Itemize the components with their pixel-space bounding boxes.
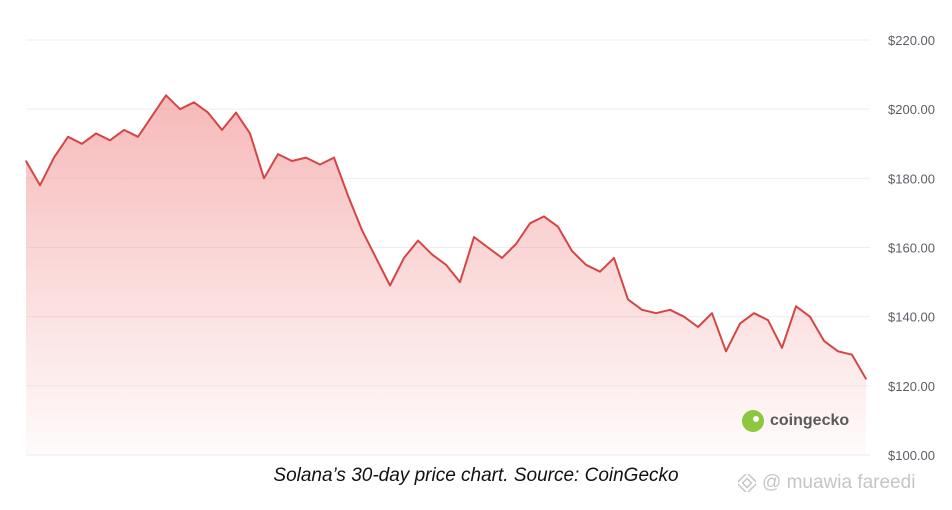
- data-point: [375, 257, 377, 259]
- data-point: [795, 305, 797, 308]
- data-point: [823, 340, 825, 342]
- data-point: [865, 378, 867, 380]
- data-point: [25, 160, 27, 162]
- data-point: [389, 284, 391, 287]
- data-point: [599, 270, 601, 273]
- data-point: [165, 94, 167, 97]
- data-point: [585, 264, 587, 266]
- y-axis: $220.00 $200.00 $180.00 $160.00 $140.00 $120.…: [888, 33, 935, 462]
- data-point: [305, 156, 307, 159]
- data-point: [571, 250, 573, 252]
- chart-caption: Solana’s 30-day price chart. Source: Coi…: [273, 465, 679, 486]
- data-point: [501, 257, 503, 259]
- data-point: [445, 264, 447, 266]
- data-point: [543, 215, 545, 218]
- y-tick-label: $220.00: [888, 33, 935, 48]
- brand-name: coingecko: [770, 412, 850, 429]
- data-point: [67, 136, 69, 138]
- data-point: [431, 253, 433, 256]
- data-point: [697, 326, 699, 328]
- data-point: [711, 312, 713, 315]
- data-point: [319, 163, 321, 166]
- data-point: [53, 156, 55, 159]
- data-point: [641, 309, 643, 311]
- data-point: [39, 184, 41, 187]
- data-point: [851, 353, 853, 356]
- y-tick-label: $100.00: [888, 448, 935, 462]
- data-point: [781, 347, 783, 349]
- data-point: [347, 194, 349, 197]
- data-point: [627, 298, 629, 301]
- y-tick-label: $140.00: [888, 310, 935, 325]
- data-point: [291, 160, 293, 162]
- y-tick-label: $200.00: [888, 102, 935, 117]
- data-point: [263, 177, 265, 180]
- data-point: [95, 132, 97, 135]
- data-point: [557, 225, 559, 228]
- data-point: [221, 129, 223, 131]
- coingecko-brand: coingecko: [742, 410, 849, 432]
- gecko-logo-icon: [742, 410, 764, 432]
- data-point: [137, 136, 139, 138]
- data-point: [725, 350, 727, 353]
- data-point: [333, 156, 335, 159]
- data-point: [193, 101, 195, 104]
- data-point: [529, 222, 531, 225]
- y-tick-label: $160.00: [888, 241, 935, 256]
- y-tick-label: $120.00: [888, 379, 935, 394]
- data-point: [515, 243, 517, 245]
- data-point: [683, 315, 685, 318]
- data-point: [151, 115, 153, 117]
- data-point: [459, 281, 461, 283]
- data-point: [473, 236, 475, 238]
- data-point: [753, 312, 755, 315]
- price-area: [25, 94, 867, 456]
- data-point: [361, 229, 363, 231]
- binance-logo-icon: [738, 474, 756, 492]
- area-fill: [26, 95, 866, 456]
- data-point: [403, 257, 405, 259]
- price-chart: $220.00 $200.00 $180.00 $160.00 $140.00 $120.…: [25, 33, 935, 462]
- y-tick-label: $180.00: [888, 171, 935, 186]
- data-point: [809, 315, 811, 318]
- data-point: [613, 257, 615, 259]
- data-point: [81, 143, 83, 145]
- data-point: [487, 246, 489, 249]
- data-point: [123, 129, 125, 131]
- data-point: [249, 132, 251, 135]
- data-point: [207, 111, 209, 114]
- data-point: [739, 322, 741, 325]
- data-point: [277, 153, 279, 155]
- watermark-text: @ muawia fareedi: [762, 472, 916, 493]
- data-point: [669, 309, 671, 311]
- data-point: [179, 108, 181, 110]
- data-point: [417, 239, 419, 242]
- data-point: [109, 139, 111, 142]
- data-point: [235, 111, 237, 114]
- data-point: [837, 350, 839, 353]
- data-point: [655, 312, 657, 315]
- watermark: @ muawia fareedi: [738, 472, 915, 494]
- data-point: [767, 319, 769, 321]
